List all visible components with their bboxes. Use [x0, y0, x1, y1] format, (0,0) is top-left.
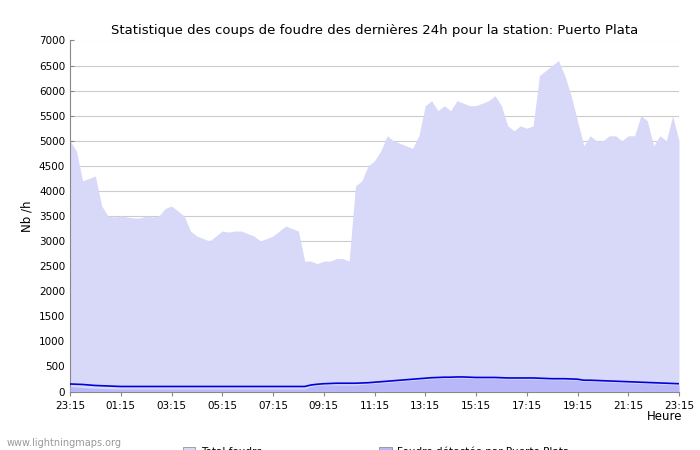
- Y-axis label: Nb /h: Nb /h: [20, 200, 34, 232]
- Legend: Total foudre, Moyenne de toutes les stations, Foudre détectée par Puerto Plata: Total foudre, Moyenne de toutes les stat…: [178, 442, 573, 450]
- Text: Heure: Heure: [647, 410, 682, 423]
- Text: www.lightningmaps.org: www.lightningmaps.org: [7, 438, 122, 448]
- Title: Statistique des coups de foudre des dernières 24h pour la station: Puerto Plata: Statistique des coups de foudre des dern…: [111, 23, 638, 36]
